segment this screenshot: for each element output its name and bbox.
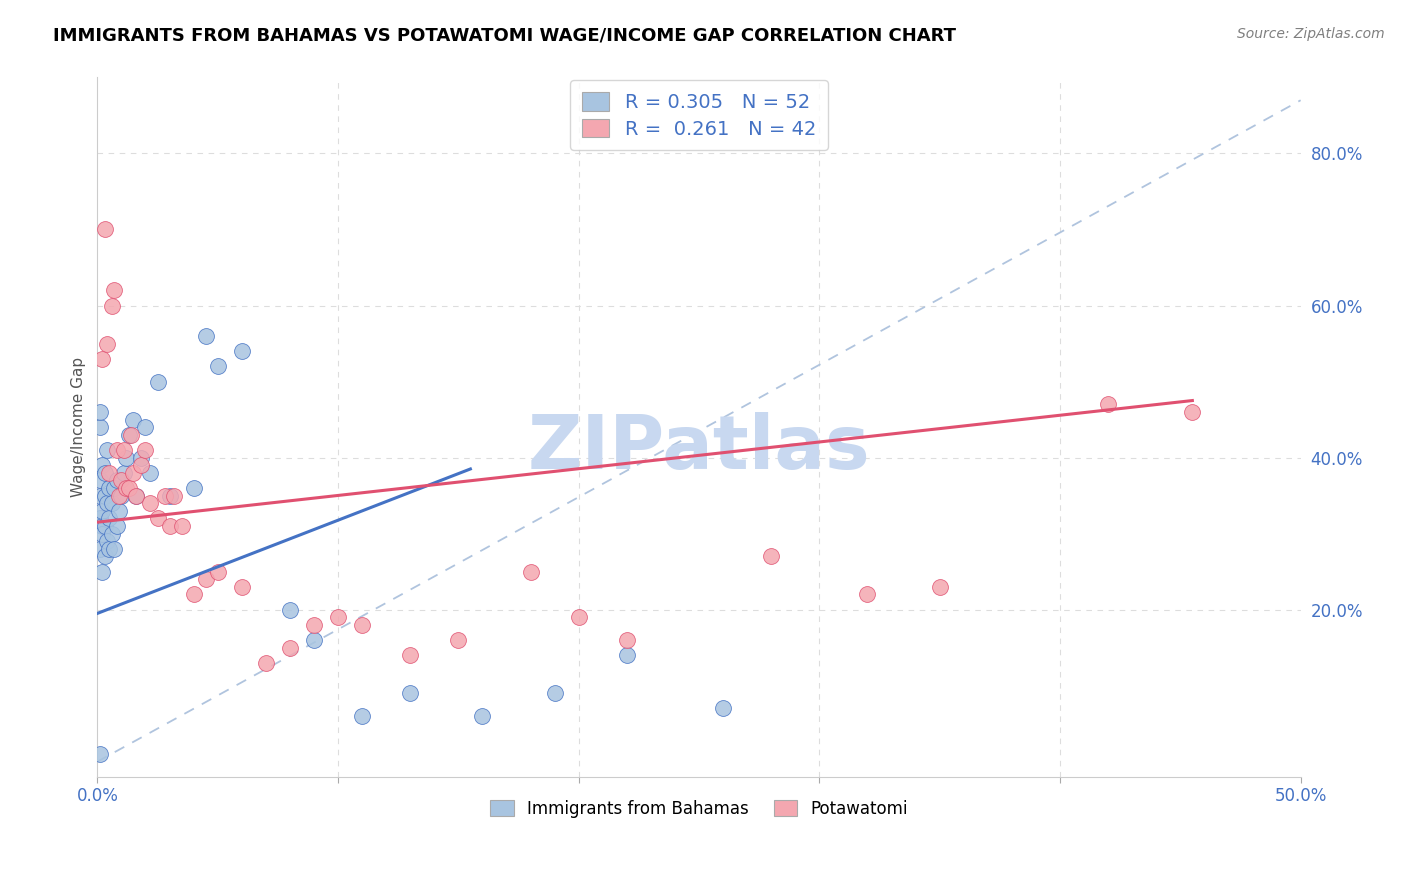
- Point: [96, 336, 118, 351]
- Point: [352, 709, 374, 723]
- Point: [616, 648, 638, 663]
- Point: [89, 420, 111, 434]
- Text: IMMIGRANTS FROM BAHAMAS VS POTAWATOMI WAGE/INCOME GAP CORRELATION CHART: IMMIGRANTS FROM BAHAMAS VS POTAWATOMI WA…: [53, 27, 956, 45]
- Text: Source: ZipAtlas.com: Source: ZipAtlas.com: [1237, 27, 1385, 41]
- Point: [302, 633, 325, 648]
- Point: [447, 633, 470, 648]
- Point: [98, 481, 121, 495]
- Point: [115, 450, 138, 465]
- Point: [194, 329, 217, 343]
- Point: [129, 450, 152, 465]
- Point: [91, 351, 114, 366]
- Point: [105, 442, 128, 457]
- Point: [159, 489, 181, 503]
- Point: [91, 519, 114, 533]
- Point: [89, 405, 111, 419]
- Point: [183, 587, 205, 601]
- Point: [96, 534, 118, 549]
- Point: [163, 489, 186, 503]
- Point: [103, 481, 125, 495]
- Point: [399, 648, 422, 663]
- Point: [91, 504, 114, 518]
- Point: [399, 686, 422, 700]
- Point: [108, 504, 131, 518]
- Point: [134, 442, 156, 457]
- Point: [105, 474, 128, 488]
- Point: [96, 496, 118, 510]
- Point: [1097, 397, 1119, 411]
- Point: [231, 580, 253, 594]
- Point: [928, 580, 950, 594]
- Point: [112, 466, 135, 480]
- Point: [146, 375, 169, 389]
- Point: [89, 489, 111, 503]
- Y-axis label: Wage/Income Gap: Wage/Income Gap: [72, 357, 86, 497]
- Point: [134, 420, 156, 434]
- Point: [110, 474, 132, 488]
- Point: [254, 656, 277, 670]
- Point: [112, 442, 135, 457]
- Point: [125, 489, 148, 503]
- Point: [101, 299, 124, 313]
- Point: [108, 489, 131, 503]
- Point: [1181, 405, 1204, 419]
- Point: [761, 549, 783, 564]
- Point: [711, 701, 734, 715]
- Point: [96, 442, 118, 457]
- Point: [89, 474, 111, 488]
- Point: [89, 747, 111, 761]
- Point: [352, 617, 374, 632]
- Point: [120, 427, 142, 442]
- Point: [471, 709, 494, 723]
- Point: [122, 412, 145, 426]
- Point: [129, 458, 152, 472]
- Legend: Immigrants from Bahamas, Potawatomi: Immigrants from Bahamas, Potawatomi: [484, 793, 914, 824]
- Point: [207, 565, 229, 579]
- Point: [568, 610, 591, 624]
- Point: [91, 526, 114, 541]
- Point: [139, 466, 162, 480]
- Point: [93, 549, 115, 564]
- Point: [103, 283, 125, 297]
- Point: [93, 222, 115, 236]
- Point: [326, 610, 349, 624]
- Point: [101, 496, 124, 510]
- Point: [93, 489, 115, 503]
- Point: [98, 541, 121, 556]
- Point: [91, 565, 114, 579]
- Point: [103, 541, 125, 556]
- Point: [110, 489, 132, 503]
- Point: [125, 489, 148, 503]
- Point: [278, 602, 301, 616]
- Point: [117, 427, 139, 442]
- Point: [91, 458, 114, 472]
- Point: [117, 481, 139, 495]
- Point: [543, 686, 565, 700]
- Point: [93, 519, 115, 533]
- Point: [89, 511, 111, 525]
- Point: [153, 489, 176, 503]
- Point: [170, 519, 193, 533]
- Point: [146, 511, 169, 525]
- Point: [194, 572, 217, 586]
- Point: [122, 466, 145, 480]
- Point: [856, 587, 879, 601]
- Point: [207, 359, 229, 374]
- Point: [89, 541, 111, 556]
- Text: ZIPatlas: ZIPatlas: [527, 411, 870, 484]
- Point: [115, 481, 138, 495]
- Point: [616, 633, 638, 648]
- Point: [101, 526, 124, 541]
- Point: [98, 511, 121, 525]
- Point: [519, 565, 541, 579]
- Point: [105, 519, 128, 533]
- Point: [183, 481, 205, 495]
- Point: [302, 617, 325, 632]
- Point: [159, 519, 181, 533]
- Point: [278, 640, 301, 655]
- Point: [98, 466, 121, 480]
- Point: [231, 344, 253, 359]
- Point: [93, 466, 115, 480]
- Point: [139, 496, 162, 510]
